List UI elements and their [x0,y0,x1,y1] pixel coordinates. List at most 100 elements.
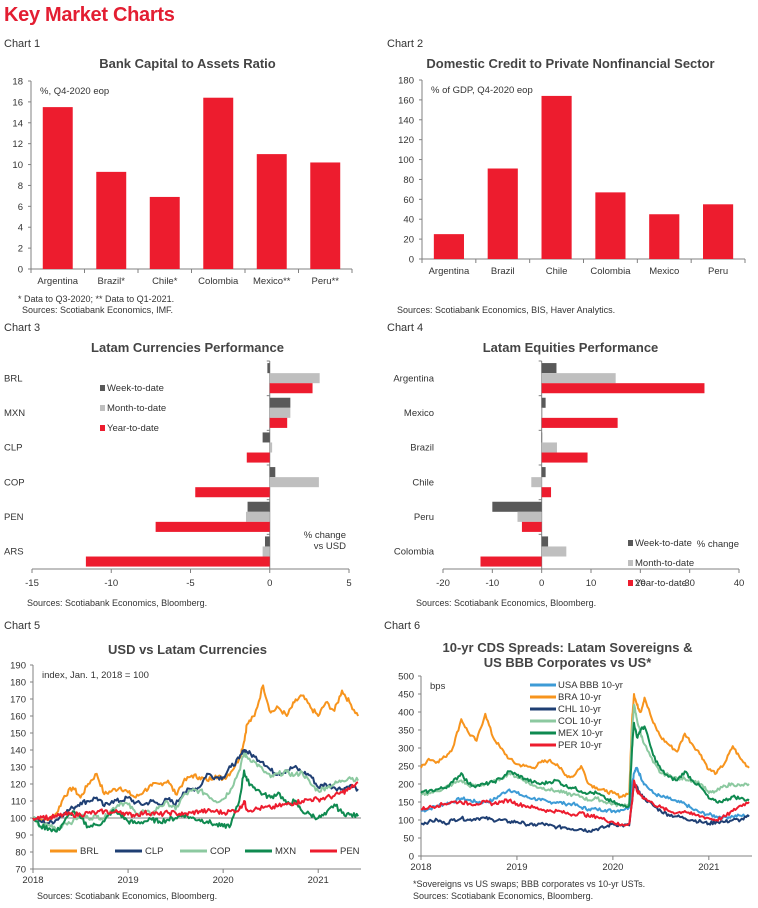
legend-label: Year-to-date [635,578,687,589]
chart-footnote: *Sovereigns vs US swaps; BBB corporates … [413,879,646,889]
y-tick-label: 0 [409,852,414,863]
y-tick-label: 160 [398,95,414,106]
x-tick-label: 2021 [308,875,329,886]
y-tick-label: 140 [398,115,414,126]
chart-title: Latam Currencies Performance [91,340,284,355]
y-tick-label: 70 [15,865,26,876]
bar-ars-yeartodate [85,556,270,567]
x-tick-label: 2021 [698,862,719,873]
y-tick-label: 150 [10,729,26,740]
y-tick-label: 12 [12,139,23,150]
chart-3-plot: -15 -10 -5 0 5 BRL MXN CLP COP PEN ARS Week-to-date… [4,360,352,589]
y-tick-label: 400 [398,708,414,719]
x-tick-label: 2019 [118,875,139,886]
series-line-usabbb10yr [420,766,750,820]
bar-argentina-weektodate [541,363,557,374]
category-label: CLP [4,443,22,454]
y-tick-label: 140 [10,746,26,757]
bar-mxn-yeartodate [269,417,288,428]
x-tick-label: Peru** [312,276,340,287]
bar-clp-monthtodate [269,442,273,453]
bar-colombia-weektodate [541,536,549,547]
y-tick-label: 16 [12,97,23,108]
bar-mexico-yeartodate [541,417,618,428]
category-label: Mexico [404,408,434,419]
legend-label: CLP [145,846,163,857]
series-line-brl [32,684,360,823]
legend-swatch [628,540,633,546]
bar-mexico [256,154,287,269]
x-tick-label: Brazil* [98,276,126,287]
chart-3-panel: Chart 3 Latam Currencies Performance -15… [0,320,375,615]
x-tick-label: 2018 [410,862,431,873]
x-tick-label: Brazil [491,266,515,277]
axis-annotation: % change [304,530,346,541]
chart-5-panel: Chart 5 USD vs Latam Currencies 70 80 90 10… [0,618,375,907]
y-tick-label: 80 [15,848,26,859]
chart-2-plot: 0 20 40 60 80 100 120 140 160 180 Argentina Brazil C… [398,76,746,277]
x-tick-label: Peru [708,266,728,277]
legend-label: COL 10-yr [558,716,601,727]
bar-colombia-monthtodate [541,546,567,557]
bar-brazil [96,171,127,269]
x-tick-label: 20 [635,578,646,589]
y-tick-label: 120 [398,135,414,146]
legend-label: Week-to-date [635,538,692,549]
category-label: Brazil [410,443,434,454]
category-label: MXN [4,408,25,419]
bar-chile-yeartodate [541,487,552,498]
bar-peru-yeartodate [521,521,542,532]
chart-source: Sources: Scotiabank Economics, Bloomberg… [416,598,597,608]
x-tick-label: 10 [586,578,597,589]
chart-number: Chart 5 [4,620,41,632]
y-tick-label: 200 [398,780,414,791]
chart-6-panel: Chart 6 10-yr CDS Spreads: Latam Soverei… [380,618,755,907]
chart-number: Chart 3 [4,322,41,334]
chart-1-panel: Chart 1 Bank Capital to Assets Ratio 0 2 4… [0,36,375,316]
x-tick-label: 0 [267,578,272,589]
x-tick-label: Colombia [198,276,239,287]
bar-chile-monthtodate [531,477,542,488]
y-tick-label: 180 [10,678,26,689]
unit-label: % of GDP, Q4-2020 eop [431,85,533,96]
y-tick-label: 130 [10,763,26,774]
bar-peru-monthtodate [517,511,542,522]
x-tick-label: Chile [546,266,568,277]
unit-label: bps [430,681,446,692]
chart-title: Latam Equities Performance [482,340,659,355]
bar-peru-weektodate [492,501,542,512]
legend-label: CHL 10-yr [558,704,601,715]
x-tick-label: 2020 [602,862,623,873]
y-tick-label: 300 [398,744,414,755]
chart-source: Sources: Scotiabank Economics, Bloomberg… [27,598,208,608]
bar-colombia [595,192,626,259]
y-tick-label: 2 [18,244,23,255]
y-tick-label: 8 [18,181,23,192]
series-line-cop [32,752,359,831]
x-tick-label: Colombia [590,266,631,277]
bar-cop-yeartodate [195,487,270,498]
y-tick-label: 0 [18,265,23,276]
bar-mexico [649,214,680,259]
y-tick-label: 350 [398,726,414,737]
bar-brl-weektodate [267,363,270,374]
legend-label: COP [210,846,231,857]
x-tick-label: 2018 [22,875,43,886]
x-tick-label: Mexico [649,266,679,277]
bar-chile-weektodate [541,467,546,478]
legend-label: Month-to-date [107,403,166,414]
page-title: Key Market Charts [4,4,175,26]
y-tick-label: 18 [12,77,23,88]
chart-5-plot: 70 80 90 100 110 120 130 140 150 160 170 180 190 2018… [10,661,361,886]
chart-6-plot: 0 50 100 150 200 250 300 350 400 450 500 2018 2019 20… [398,672,752,873]
x-tick-label: Mexico** [253,276,291,287]
unit-label: index, Jan. 1, 2018 = 100 [42,670,149,681]
axis-annotation: % change [697,539,739,550]
chart-title-line-1: 10-yr CDS Spreads: Latam Sovereigns & [442,640,693,655]
bar-mexico-weektodate [541,397,546,408]
legend-swatch [100,385,105,391]
x-tick-label: Argentina [37,276,78,287]
legend-swatch [628,560,633,566]
chart-number: Chart 4 [387,322,424,334]
chart-number: Chart 2 [387,38,424,50]
